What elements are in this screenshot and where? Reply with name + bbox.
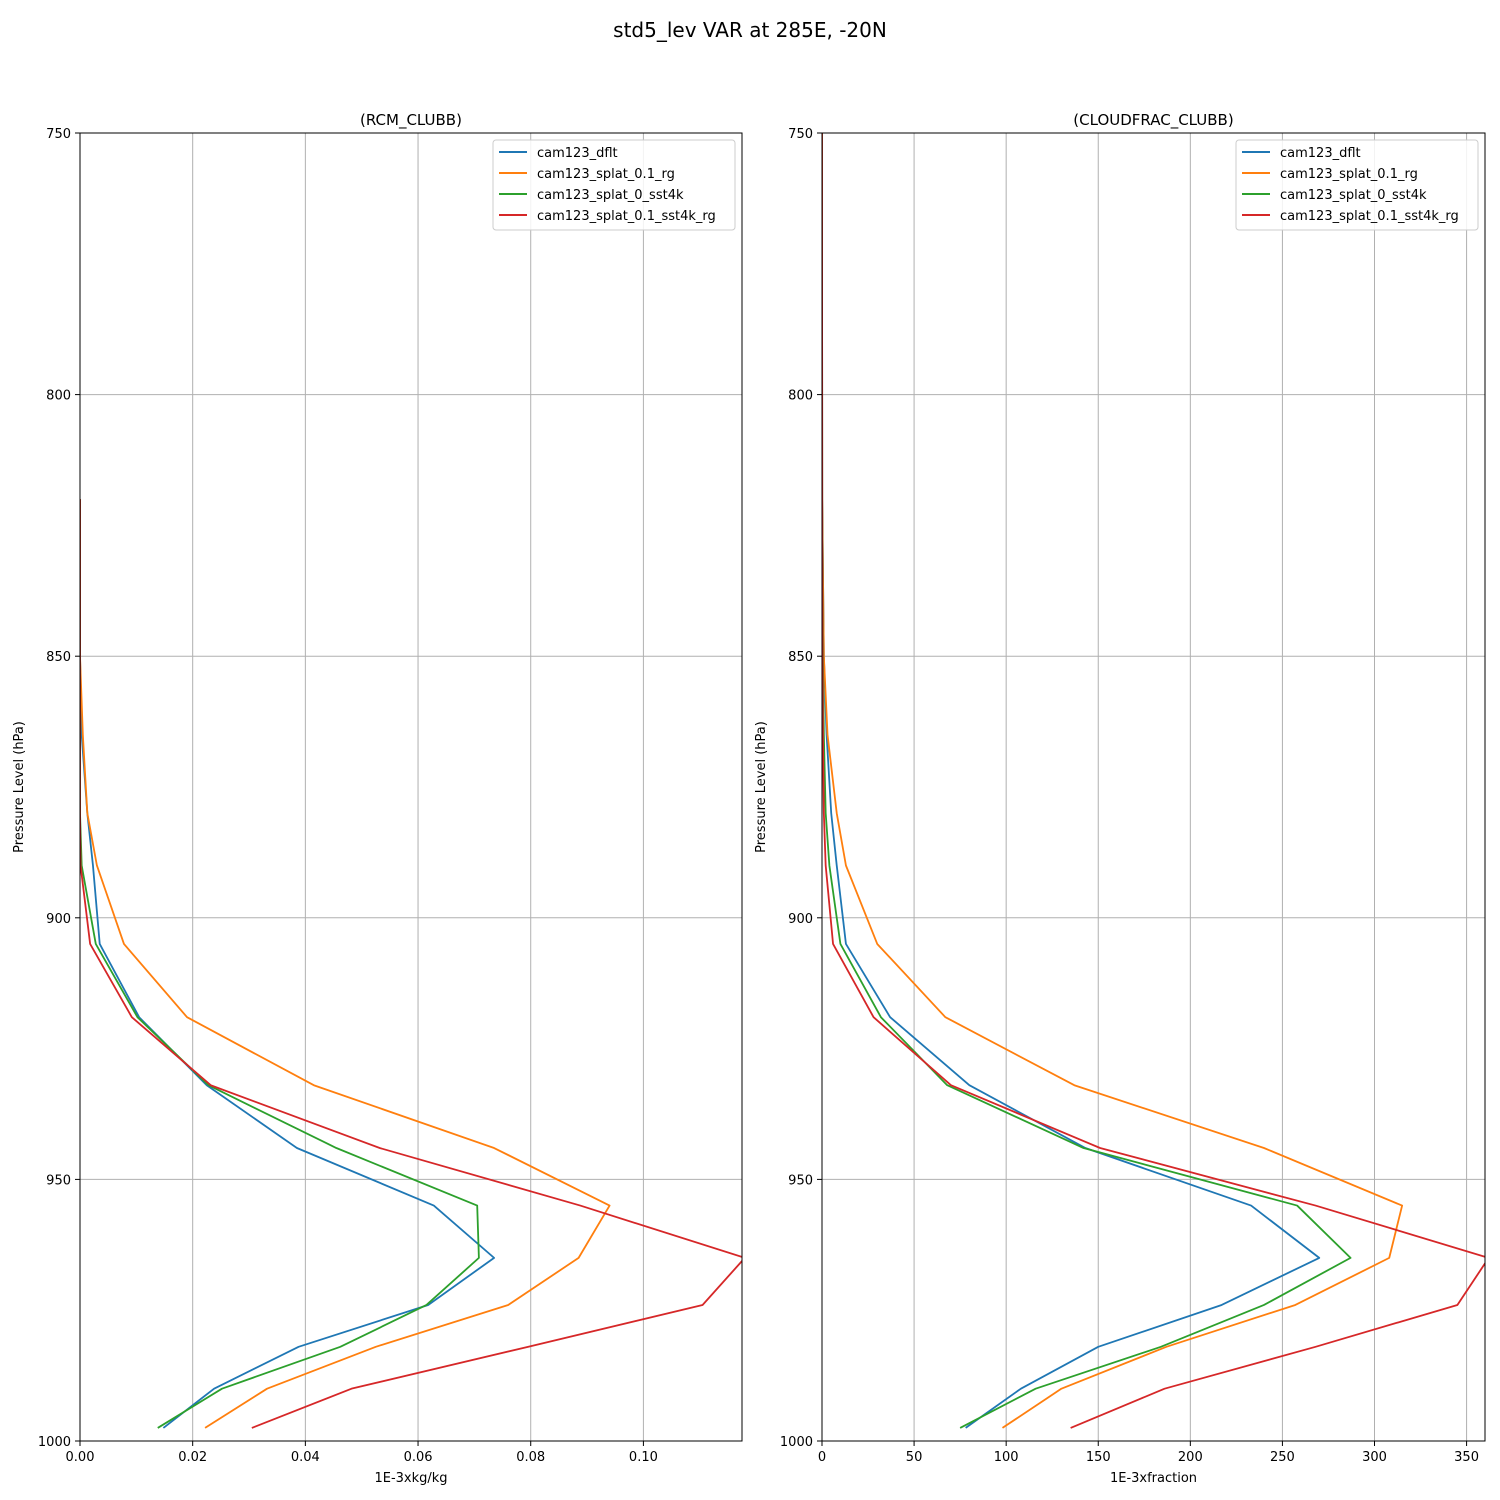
y-tick-label: 800 bbox=[46, 389, 71, 404]
legend-entry: cam123_dflt bbox=[537, 146, 618, 161]
x-tick-label: 0.08 bbox=[516, 1450, 545, 1465]
y-tick-label: 800 bbox=[788, 389, 813, 404]
y-tick-label: 900 bbox=[46, 912, 71, 927]
x-tick-label: 50 bbox=[906, 1450, 923, 1465]
legend-entry: cam123_splat_0.1_rg bbox=[537, 167, 675, 182]
legend-entry: cam123_splat_0_sst4k bbox=[537, 188, 684, 203]
y-tick-label: 1000 bbox=[38, 1435, 71, 1450]
figure-title: std5_lev VAR at 285E, -20N bbox=[613, 18, 887, 42]
x-tick-label: 0.00 bbox=[66, 1450, 95, 1465]
x-tick-label: 150 bbox=[1086, 1450, 1111, 1465]
series-line-cam123-splat-0-1-rg bbox=[822, 133, 1404, 1429]
x-tick-label: 0 bbox=[818, 1450, 826, 1465]
panel-title: (RCM_CLUBB) bbox=[360, 111, 462, 130]
legend-box bbox=[1235, 139, 1479, 231]
x-tick-label: 100 bbox=[994, 1450, 1019, 1465]
legend-entry: cam123_splat_0_sst4k bbox=[1280, 188, 1427, 203]
legend: cam123_dflt cam123_splat_0.1_rg cam123_spl… bbox=[492, 139, 736, 231]
plot-area bbox=[822, 133, 1485, 1441]
legend-entry: cam123_splat_0.1_sst4k_rg bbox=[1280, 209, 1459, 224]
y-tick-label: 950 bbox=[46, 1173, 71, 1188]
panel-cloudfrac-clubb: 0 50 100 150 200 250 300 350 750 800 850 900 950 1000… bbox=[754, 111, 1486, 1486]
panel-title: (CLOUDFRAC_CLUBB) bbox=[1073, 111, 1233, 130]
series-line-cam123-splat-0-1-rg bbox=[80, 499, 611, 1429]
legend-entry: cam123_splat_0.1_sst4k_rg bbox=[537, 209, 716, 224]
y-tick-label: 1000 bbox=[780, 1435, 813, 1450]
series-line-cam123-splat-0-sst4k bbox=[80, 499, 480, 1429]
x-tick-label: 0.10 bbox=[629, 1450, 658, 1465]
panel-rcm-clubb: 0.00 0.02 0.04 0.06 0.08 0.10 750 800 850 900 950 1… bbox=[12, 111, 743, 1486]
axes-frame bbox=[79, 132, 743, 1442]
x-tick-label: 0.06 bbox=[404, 1450, 433, 1465]
x-tick-label: 300 bbox=[1362, 1450, 1387, 1465]
x-tick-label: 0.02 bbox=[178, 1450, 207, 1465]
x-tick-label: 350 bbox=[1454, 1450, 1479, 1465]
axes-frame bbox=[821, 132, 1486, 1442]
series-line-cam123-splat-0-1-sst4k-rg bbox=[80, 499, 742, 1429]
x-tick-label: 250 bbox=[1270, 1450, 1295, 1465]
x-axis-label: 1E-3xkg/kg bbox=[374, 1471, 447, 1486]
x-tick-label: 200 bbox=[1178, 1450, 1203, 1465]
y-tick-label: 900 bbox=[788, 912, 813, 927]
x-tick-label: 0.04 bbox=[291, 1450, 320, 1465]
y-tick-label: 750 bbox=[788, 127, 813, 142]
legend-entry: cam123_dflt bbox=[1280, 146, 1361, 161]
series-line-cam123-splat-0-1-sst4k-rg bbox=[822, 133, 1485, 1429]
legend-box bbox=[492, 139, 736, 231]
y-tick-label: 850 bbox=[788, 650, 813, 665]
plot-area bbox=[80, 133, 742, 1441]
y-tick-label: 750 bbox=[46, 127, 71, 142]
y-tick-label: 950 bbox=[788, 1173, 813, 1188]
y-axis-label: Pressure Level (hPa) bbox=[12, 721, 27, 853]
y-axis-label: Pressure Level (hPa) bbox=[754, 721, 769, 853]
y-tick-label: 850 bbox=[46, 650, 71, 665]
legend: cam123_dflt cam123_splat_0.1_rg cam123_spl… bbox=[1235, 139, 1479, 231]
x-axis-label: 1E-3xfraction bbox=[1110, 1471, 1197, 1486]
legend-entry: cam123_splat_0.1_rg bbox=[1280, 167, 1418, 182]
